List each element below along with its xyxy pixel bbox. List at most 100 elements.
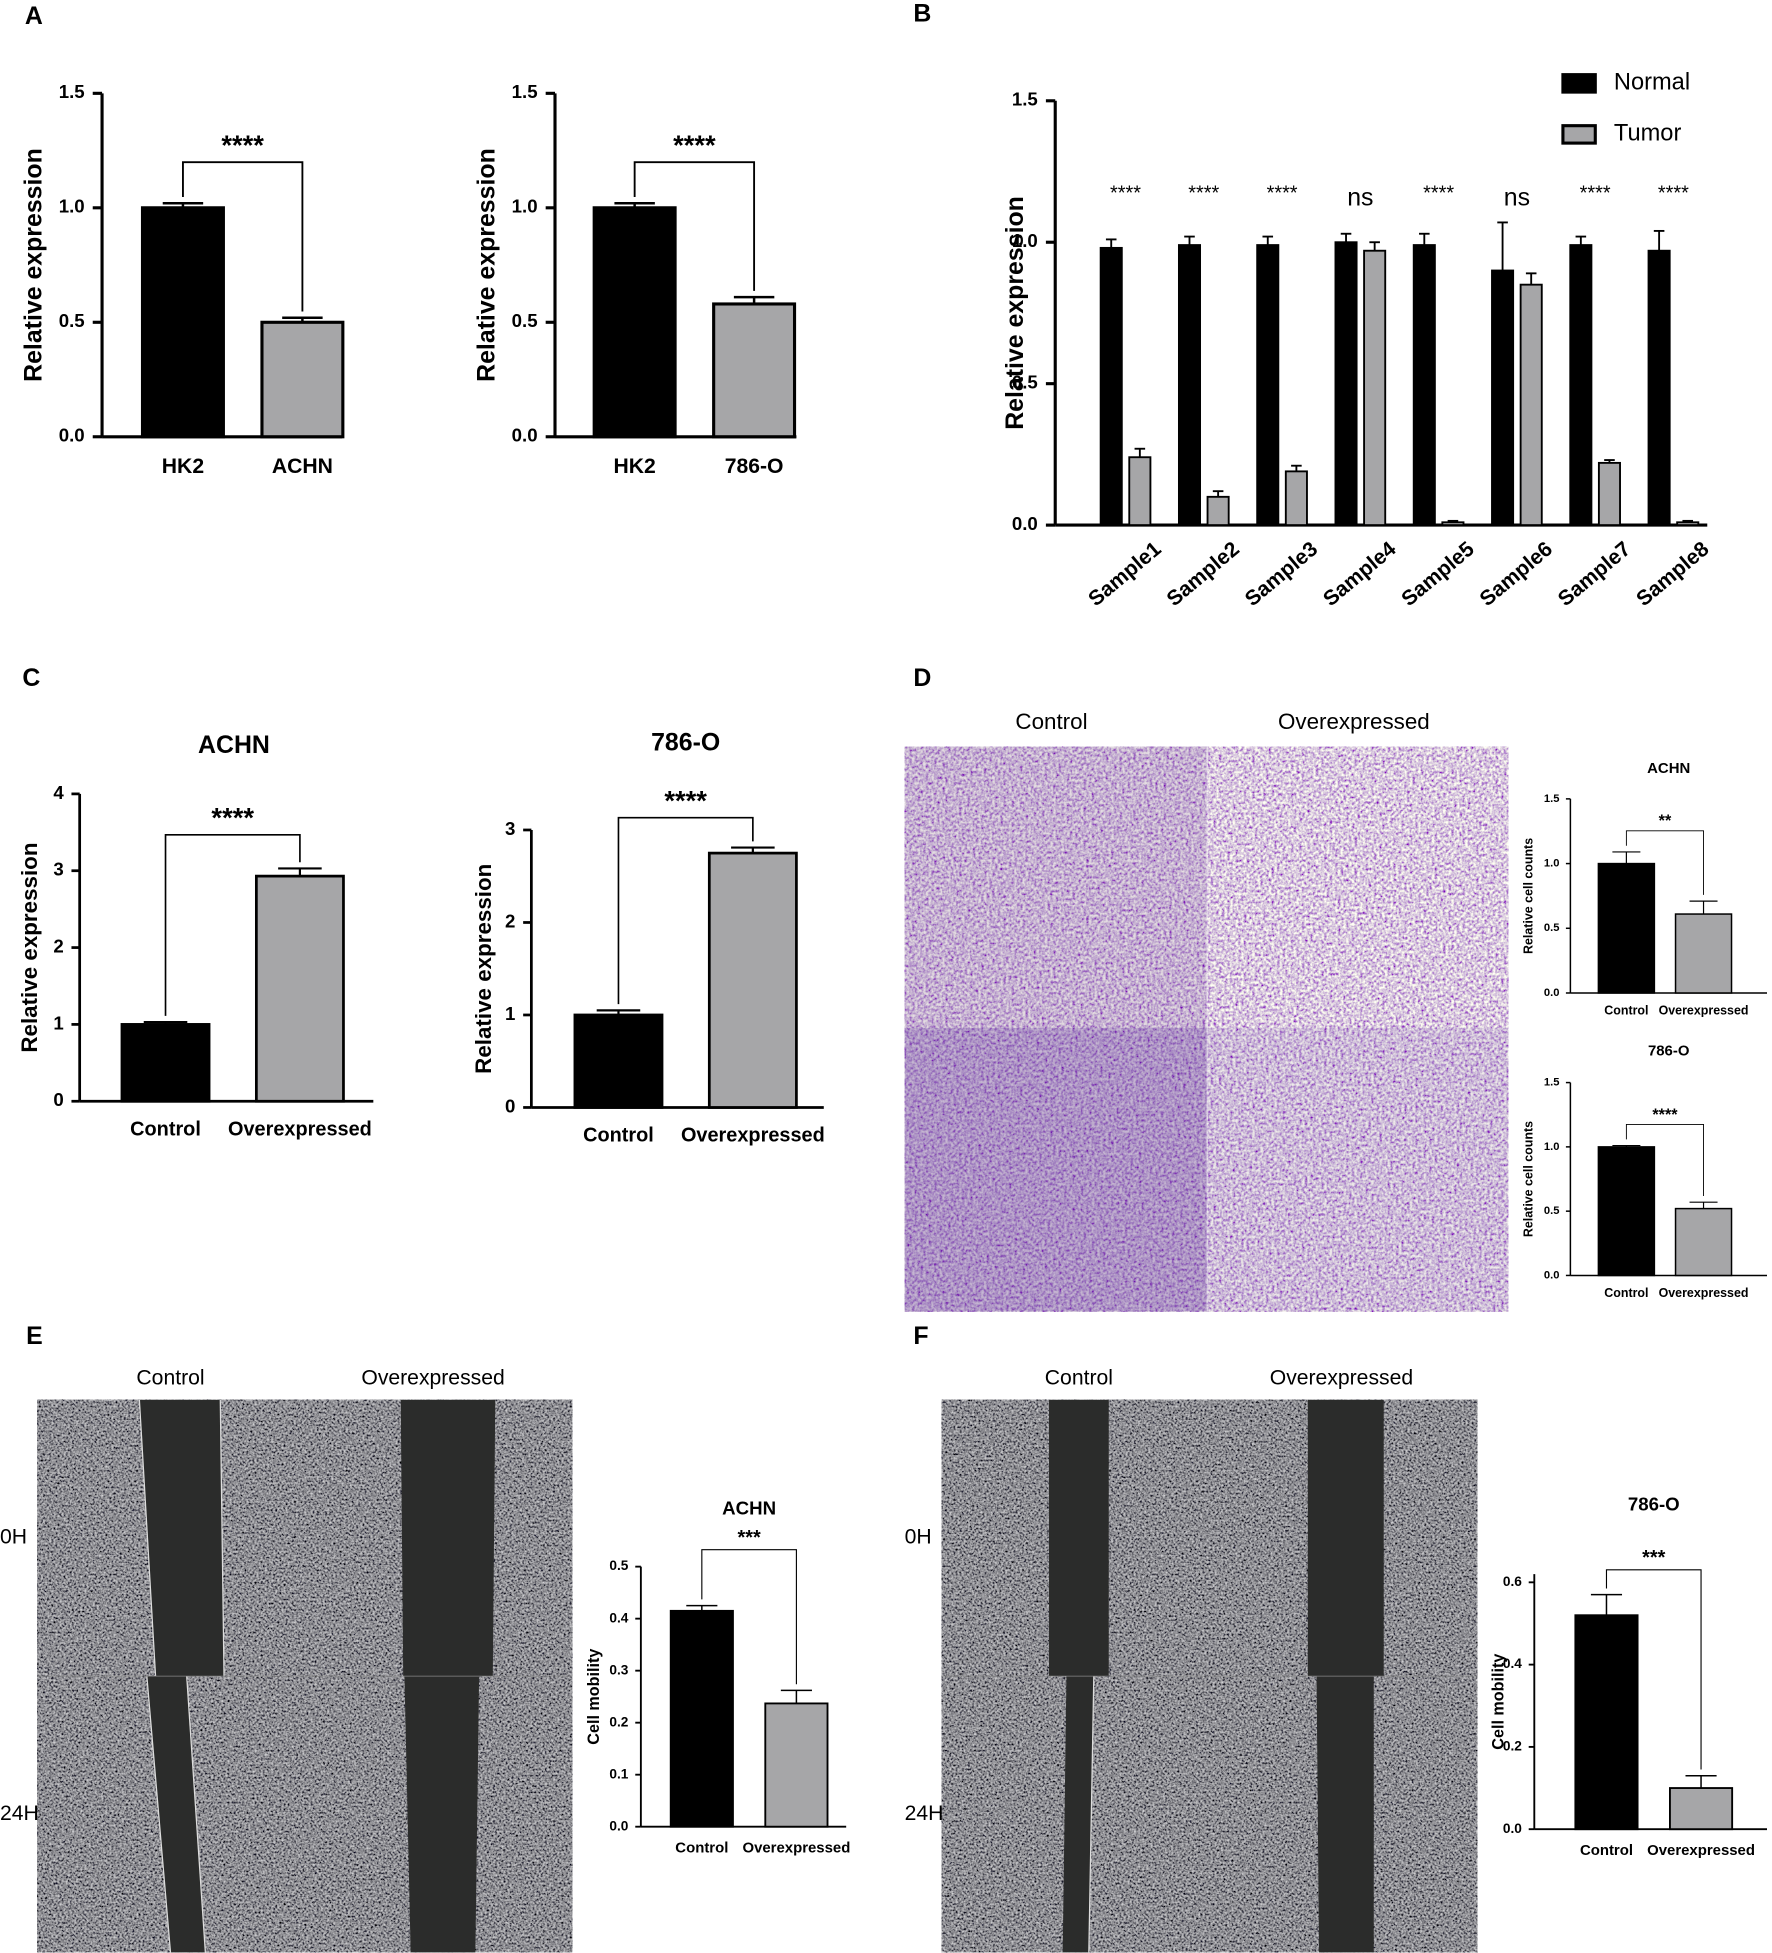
bar: [1676, 521, 1700, 527]
significance-bracket: [617, 816, 754, 1005]
row-label: 24H: [905, 1802, 944, 1825]
bar: [1669, 1787, 1734, 1831]
panel-label: D: [913, 664, 931, 692]
panel-label: C: [22, 664, 40, 692]
y-tick-label: 1: [505, 1003, 515, 1024]
x-tick-label: Control: [1604, 1286, 1648, 1300]
y-tick-label: 1.0: [59, 196, 85, 217]
legend-swatch: [1561, 124, 1597, 145]
column-label: Control: [136, 1366, 204, 1389]
y-tick-label: 0.0: [1012, 513, 1038, 534]
x-tick-label: Control: [675, 1839, 728, 1856]
stain-overlay: [904, 1027, 1208, 1312]
significance-label: ****: [1652, 1106, 1678, 1124]
bar: [1647, 249, 1671, 527]
panel-label: F: [913, 1322, 928, 1350]
y-axis-label: Cell mobility: [585, 1649, 603, 1745]
significance-bracket: [182, 161, 304, 312]
y-tick-label: 0.6: [1503, 1574, 1522, 1589]
y-tick-label: 0.0: [1503, 1821, 1522, 1836]
stain-overlay: [1207, 1027, 1509, 1312]
y-tick-label: 1.0: [512, 196, 538, 217]
significance-label: ****: [1580, 182, 1611, 204]
y-tick-label: 1.5: [512, 81, 538, 102]
y-axis-label: Relative cell counts: [1522, 838, 1536, 954]
scratch-edge: [219, 1399, 225, 1677]
chart-title: 786-O: [1648, 1042, 1689, 1059]
column-label: Overexpressed: [361, 1366, 504, 1389]
bar: [1334, 241, 1358, 527]
scratch-edge: [186, 1676, 206, 1953]
bar: [1363, 249, 1387, 527]
y-axis-label: Relative expression: [1001, 196, 1029, 430]
scratch-gap: [1049, 1399, 1109, 1677]
y-tick-label: 0.4: [1503, 1656, 1522, 1671]
x-tick-label: Overexpressed: [1659, 1286, 1749, 1300]
bar: [764, 1702, 829, 1828]
bar: [140, 206, 225, 439]
significance-label: ****: [673, 129, 716, 160]
scratch-gap: [1307, 1399, 1384, 1677]
bar: [1674, 913, 1733, 994]
y-tick-label: 4: [53, 782, 64, 803]
chart-title: 786-O: [1628, 1494, 1680, 1515]
significance-label: ns: [1347, 184, 1373, 212]
significance-label: ****: [1110, 182, 1141, 204]
bar: [1597, 1146, 1656, 1277]
panel-label: A: [25, 2, 43, 30]
y-tick-label: 2: [505, 910, 515, 931]
legend-label: Normal: [1614, 70, 1690, 96]
significance-label: **: [1659, 812, 1672, 830]
scratch-edge: [138, 1399, 157, 1677]
x-tick-label: Control: [1604, 1003, 1648, 1017]
bar: [1284, 470, 1308, 527]
x-tick-label: Overexpressed: [1659, 1003, 1749, 1017]
bar: [1674, 1207, 1733, 1277]
significance-label: ****: [221, 129, 264, 160]
scratch-edge: [146, 1676, 172, 1953]
x-tick-label: 786-O: [725, 455, 784, 478]
y-tick-label: 0.5: [1012, 372, 1038, 393]
y-tick-label: 1.5: [1544, 793, 1560, 805]
bar: [1256, 244, 1280, 527]
bar: [573, 1013, 664, 1109]
column-label: Control: [1045, 1366, 1113, 1389]
bar: [1597, 461, 1621, 527]
x-tick-label: Sample1: [1084, 537, 1166, 611]
y-axis-label: Relative expression: [472, 148, 500, 382]
y-tick-label: 0.5: [1544, 1205, 1560, 1217]
y-tick-label: 0.2: [1503, 1739, 1522, 1754]
x-tick-label: Overexpressed: [1647, 1842, 1755, 1859]
x-tick-label: Control: [1580, 1842, 1633, 1859]
significance-bracket: [1625, 830, 1704, 895]
y-tick-label: 0.0: [609, 1818, 628, 1833]
x-tick-label: Sample2: [1163, 537, 1244, 611]
x-tick-label: Sample5: [1397, 537, 1479, 611]
bar: [1177, 244, 1202, 527]
scratch-gap: [404, 1676, 480, 1953]
y-tick-label: 0.5: [1544, 922, 1560, 934]
y-axis-label: Relative expression: [471, 864, 496, 1074]
significance-bracket: [701, 1549, 797, 1685]
legend-label: Tumor: [1614, 121, 1682, 147]
transwell-images: [904, 746, 1509, 1312]
significance-bracket: [633, 161, 756, 291]
bar: [254, 874, 345, 1103]
bar: [712, 302, 797, 439]
scratch-gap: [1062, 1676, 1094, 1953]
row-label: 24H: [0, 1802, 39, 1825]
scratch-gap: [1316, 1676, 1374, 1953]
y-tick-label: 1.5: [1012, 89, 1038, 110]
stain-overlay: [904, 746, 1208, 1028]
x-tick-label: HK2: [162, 455, 204, 478]
bar: [707, 851, 798, 1109]
y-tick-label: 3: [505, 818, 515, 839]
bar: [1569, 244, 1593, 527]
y-tick-label: 1.5: [1544, 1077, 1560, 1089]
bar: [1491, 269, 1515, 527]
chart-title: ACHN: [722, 1497, 776, 1518]
significance-bracket: [1625, 1123, 1704, 1196]
y-tick-label: 1.0: [1544, 858, 1560, 870]
row-label: 0H: [905, 1526, 932, 1549]
x-tick-label: Overexpressed: [681, 1125, 825, 1147]
